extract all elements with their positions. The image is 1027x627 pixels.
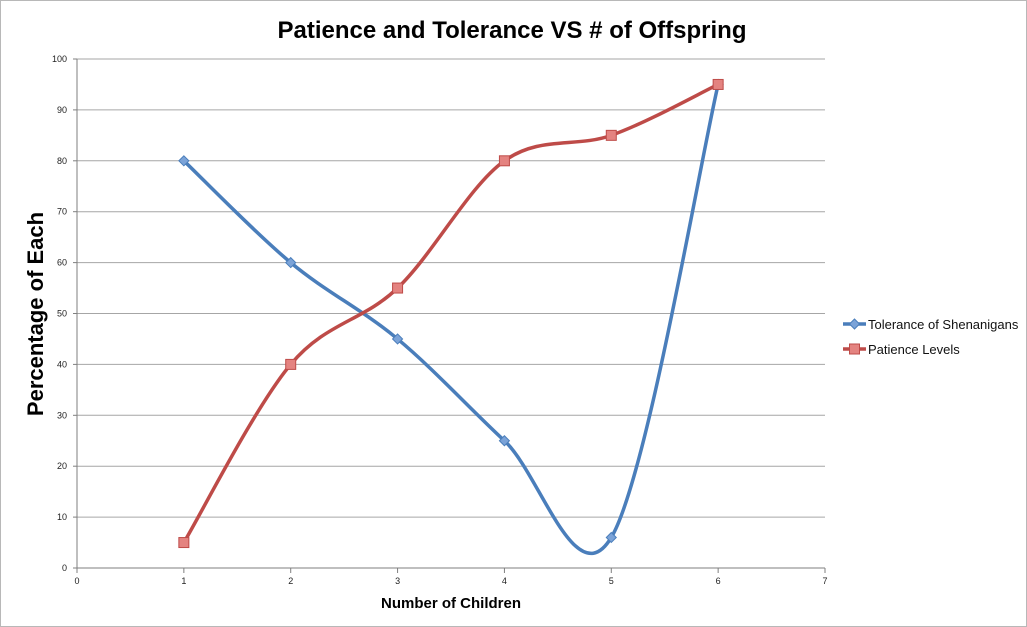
legend-label: Patience Levels — [868, 342, 960, 357]
y-tick-label: 0 — [62, 563, 67, 573]
y-tick-label: 60 — [57, 258, 67, 268]
legend-marker-square — [849, 343, 860, 355]
data-point-diamond — [178, 155, 190, 167]
series-line-0 — [182, 82, 720, 556]
x-tick-labels: 0 1 2 3 4 5 6 7 — [74, 576, 827, 586]
y-axis-label: Percentage of Each — [23, 212, 48, 416]
data-point-diamond — [391, 333, 404, 345]
x-tick-label: 2 — [288, 576, 293, 586]
data-point-diamond — [498, 435, 511, 447]
y-tick-label: 20 — [57, 461, 67, 471]
y-tick-label: 90 — [57, 105, 67, 115]
data-point-square — [712, 78, 724, 90]
y-tick-labels: 0 10 20 30 40 50 60 70 80 90 100 — [52, 54, 67, 573]
y-tick-label: 30 — [57, 410, 67, 420]
legend-marker-diamond — [848, 318, 861, 330]
x-tick-label: 1 — [181, 576, 186, 586]
x-tick-label: 6 — [716, 576, 721, 586]
x-tick-label: 7 — [822, 576, 827, 586]
data-point-square — [178, 537, 190, 549]
data-point-square — [605, 129, 617, 141]
x-tick-label: 4 — [502, 576, 507, 586]
legend-item-1: Patience Levels — [843, 342, 960, 357]
legend-item-0: Tolerance of Shenanigans — [843, 317, 1019, 332]
series-lines — [182, 82, 720, 556]
legend: Tolerance of Shenanigans Patience Levels — [843, 317, 1019, 357]
y-tick-label: 80 — [57, 156, 67, 166]
y-tick-label: 100 — [52, 54, 67, 64]
y-tick-label: 70 — [57, 207, 67, 217]
series-markers — [178, 78, 724, 549]
x-axis-label: Number of Children — [381, 595, 521, 612]
y-tick-label: 50 — [57, 309, 67, 319]
legend-label: Tolerance of Shenanigans — [868, 317, 1019, 332]
x-tick-label: 0 — [74, 576, 79, 586]
gridlines — [77, 58, 825, 518]
data-point-square — [285, 358, 297, 370]
data-point-square — [392, 282, 404, 294]
y-tick-label: 40 — [57, 359, 67, 369]
y-tick-label: 10 — [57, 512, 67, 522]
data-point-square — [498, 155, 510, 167]
x-tick-label: 3 — [395, 576, 400, 586]
x-tick-label: 5 — [609, 576, 614, 586]
chart-title: Patience and Tolerance VS # of Offspring — [278, 17, 747, 44]
axes — [73, 58, 826, 573]
data-point-diamond — [285, 256, 297, 269]
data-point-diamond — [605, 531, 617, 544]
